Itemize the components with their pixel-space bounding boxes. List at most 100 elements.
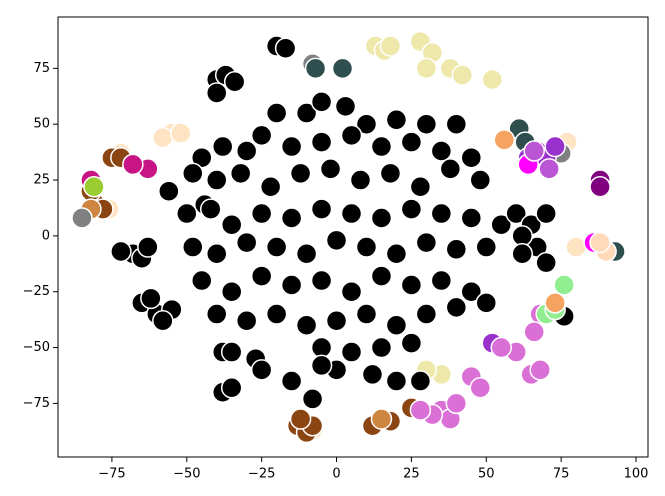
point [415,231,438,254]
point [409,370,432,392]
point [445,296,468,319]
point [409,399,432,421]
point [250,202,273,225]
y-tick-label: 50 [33,117,50,132]
point [349,169,372,191]
point [152,310,174,332]
point [415,303,438,325]
point [158,180,180,202]
point [199,198,222,220]
x-tick-label: 25 [403,467,420,482]
point [334,95,357,118]
point [289,162,312,185]
point [301,388,324,410]
point [340,124,363,147]
point [220,377,243,399]
point [400,274,423,296]
point [511,225,533,247]
point [505,202,527,225]
point [310,336,333,359]
point [340,202,363,225]
point [289,408,312,430]
x-tick-label: 50 [478,467,495,482]
point [310,131,333,153]
plot-area [58,17,648,457]
point [250,359,273,381]
x-tick-label: 75 [553,467,570,482]
point [274,37,297,60]
point [475,236,498,258]
point [469,377,492,399]
point [355,236,378,258]
point [445,392,468,415]
point [460,207,483,229]
point [379,162,402,185]
plot-frame [57,16,649,458]
point [460,280,483,303]
point [415,57,438,80]
point [310,91,333,113]
point [529,359,551,381]
point [385,243,408,265]
point [511,243,533,265]
point [400,131,423,153]
point [205,82,228,104]
x-tick-label: −25 [248,467,275,482]
point [565,236,587,258]
point [430,140,453,162]
point [361,363,384,386]
point [304,57,327,80]
point [415,113,438,135]
x-tick-label: −50 [173,467,200,482]
point [370,408,393,430]
point [280,274,303,296]
point [370,135,393,158]
point [409,175,432,198]
x-tick-label: −75 [98,467,125,482]
point [211,135,234,158]
point [295,243,318,265]
point [331,57,354,80]
point [310,354,333,377]
point [122,153,144,176]
point [481,68,504,91]
point [182,162,204,185]
point [71,207,93,229]
point [191,269,213,292]
point [523,140,545,162]
point [370,336,393,359]
point [235,140,258,162]
point [493,129,515,151]
x-tick-label: 100 [624,467,649,482]
point [589,231,611,254]
point [250,124,273,147]
y-tick-label: −25 [23,284,50,299]
point [385,370,408,392]
point [430,202,453,225]
point [220,341,243,363]
point [469,169,492,191]
point [490,213,512,236]
point [340,341,363,363]
y-tick-label: 25 [33,173,50,188]
point [340,280,363,303]
point [385,108,408,131]
point [535,202,557,225]
x-tick-label: 0 [332,467,340,482]
point [475,292,498,314]
y-tick-label: −75 [23,396,50,411]
point [460,146,483,169]
y-tick-label: −50 [23,340,50,355]
point [235,310,258,332]
point [250,265,273,287]
point [490,336,512,359]
point [83,175,105,198]
point [310,198,333,220]
point [400,198,423,220]
point [205,303,228,325]
point [523,321,545,343]
point [265,303,288,325]
point [280,135,303,158]
point [205,169,228,191]
